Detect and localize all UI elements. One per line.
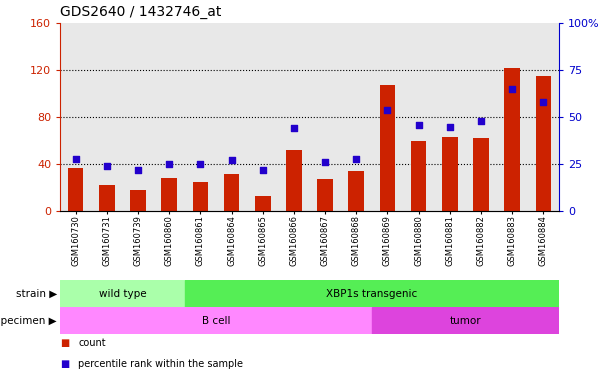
Bar — [442, 137, 457, 211]
Bar — [372, 307, 559, 334]
Bar — [192, 182, 208, 211]
Bar — [411, 141, 427, 211]
Point — [71, 156, 81, 162]
Point — [476, 118, 486, 124]
Text: ■: ■ — [60, 359, 69, 369]
Point — [507, 86, 517, 92]
Point — [227, 157, 236, 164]
Point — [538, 99, 548, 105]
Text: ■: ■ — [60, 338, 69, 348]
Bar — [286, 150, 302, 211]
Bar — [317, 179, 333, 211]
Bar — [504, 68, 520, 211]
Point — [195, 161, 205, 167]
Bar — [473, 138, 489, 211]
Bar — [535, 76, 551, 211]
Point — [289, 125, 299, 131]
Bar — [130, 190, 146, 211]
Text: specimen ▶: specimen ▶ — [0, 316, 57, 326]
Bar — [224, 174, 239, 211]
Bar — [60, 307, 372, 334]
Point — [414, 122, 424, 128]
Bar — [68, 168, 84, 211]
Point — [320, 159, 330, 166]
Point — [165, 161, 174, 167]
Text: strain ▶: strain ▶ — [16, 289, 57, 299]
Point — [445, 124, 454, 130]
Point — [352, 156, 361, 162]
Text: tumor: tumor — [450, 316, 481, 326]
Point — [102, 163, 112, 169]
Bar — [60, 280, 185, 307]
Bar — [380, 85, 395, 211]
Bar — [162, 178, 177, 211]
Text: B cell: B cell — [202, 316, 230, 326]
Bar — [185, 280, 559, 307]
Text: wild type: wild type — [99, 289, 146, 299]
Text: XBP1s transgenic: XBP1s transgenic — [326, 289, 418, 299]
Point — [133, 167, 143, 173]
Bar — [99, 185, 115, 211]
Text: percentile rank within the sample: percentile rank within the sample — [78, 359, 243, 369]
Bar — [255, 196, 270, 211]
Point — [383, 106, 392, 113]
Bar — [349, 171, 364, 211]
Text: GDS2640 / 1432746_at: GDS2640 / 1432746_at — [60, 5, 222, 19]
Text: count: count — [78, 338, 106, 348]
Point — [258, 167, 267, 173]
